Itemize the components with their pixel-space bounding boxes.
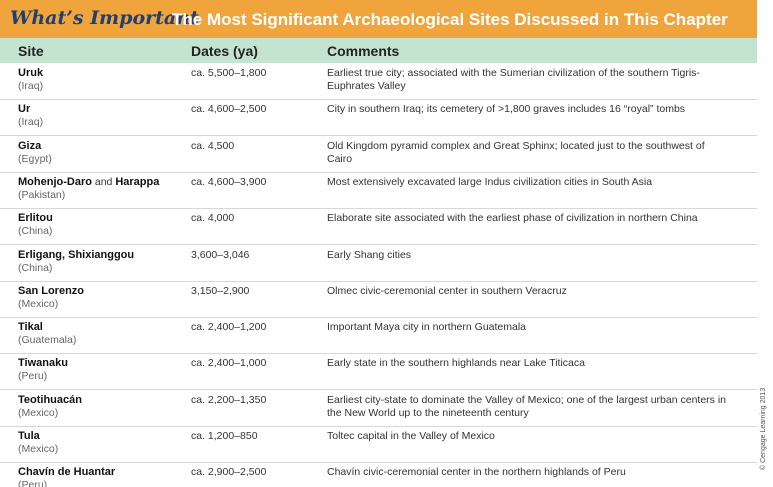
label: What’s Important [10, 7, 199, 29]
country: (Iraq) [18, 116, 44, 129]
col-dates: Dates (ya) [191, 43, 258, 59]
row: Tiwanaku (Peru) ca. 2,400–1,000 Early state… [0, 353, 757, 391]
row: Uruk (Iraq) ca. 5,500–1,800 Earliest true c… [0, 63, 757, 100]
country: (Mexico) [18, 443, 59, 455]
dates: ca. 4,500 [191, 139, 235, 152]
site-cell: Erlitou (China) [18, 212, 186, 238]
title-bar: What’s Important The Most Significant Ar… [0, 0, 757, 38]
site-cell: Giza (Egypt) [18, 140, 186, 166]
column-header: Site Dates (ya) Comments [0, 38, 757, 63]
site-cell: Ur (Iraq) [18, 103, 186, 129]
table-body: Uruk (Iraq) ca. 5,500–1,800 Earliest true c… [0, 63, 757, 487]
row: San Lorenzo (Mexico) 3,150–2,900 Olmec civi… [0, 281, 757, 318]
site-name: Ur [18, 103, 31, 116]
site-cell: Tula (Mexico) [18, 430, 186, 456]
comments: Most extensively excavated large Indus c… [327, 175, 653, 188]
dates: ca. 1,200–850 [191, 430, 258, 442]
site-cell: Tiwanaku (Peru) [18, 357, 186, 383]
site-name: Tikal [18, 321, 43, 334]
dates: ca. 2,400–1,200 [191, 321, 267, 334]
dates: 3,150–2,900 [191, 284, 250, 297]
row: Tula (Mexico) ca. 1,200–850 Toltec capital … [0, 426, 757, 463]
country: (Pakistan) [18, 188, 66, 201]
row: Mohenjo-Daro and Harappa (Pakistan) ca. 4… [0, 172, 757, 209]
row: Ur (Iraq) ca. 4,600–2,500 City in southern … [0, 99, 757, 137]
site-name: San Lorenzo [18, 284, 85, 297]
comments: Toltec capital in the Valley of Mexico [327, 430, 495, 442]
country: (Mexico) [18, 406, 59, 419]
site-name: Harappa [115, 175, 160, 188]
col-comments: Comments [327, 43, 400, 59]
dates: ca. 4,000 [191, 212, 235, 225]
dates: ca. 2,900–2,500 [191, 466, 267, 479]
site-cell: San Lorenzo (Mexico) [18, 285, 186, 311]
comments: Early state in the southern highlands ne… [327, 357, 585, 370]
site-name: Chavín de Huantar [18, 466, 116, 479]
joiner: and [94, 175, 113, 188]
site-name: Tiwanaku [18, 357, 68, 370]
site-name: Tula [18, 430, 40, 442]
country: (Guatemala) [18, 334, 77, 347]
comments: Olmec civic-ceremonial center in souther… [327, 284, 567, 297]
country: (Peru) [18, 370, 48, 383]
row: Chavín de Huantar (Peru) ca. 2,900–2,500 Ch… [0, 462, 757, 487]
country: (Mexico) [18, 297, 59, 310]
dates: ca. 4,600–2,500 [191, 103, 267, 116]
row: Giza (Egypt) ca. 4,500 Old Kingdom pyramid … [0, 136, 757, 173]
site-name: Erligang, Shixianggou [18, 248, 135, 261]
site-cell: Uruk (Iraq) [18, 67, 186, 93]
comments: Important Maya city in northern Guatemal… [327, 321, 527, 334]
title: The Most Significant Archaeological Site… [172, 10, 728, 29]
dates: ca. 2,200–1,350 [191, 393, 267, 406]
site-cell: Teotihuacán (Mexico) [18, 394, 186, 420]
site-name: Mohenjo-Daro [18, 175, 92, 188]
site-name: Teotihuacán [18, 393, 82, 406]
dates: ca. 4,600–3,900 [191, 175, 267, 188]
site-name: Giza [18, 139, 42, 152]
country: (China) [18, 225, 53, 238]
dates: ca. 5,500–1,800 [191, 67, 267, 79]
row: Teotihuacán (Mexico) ca. 2,200–1,350 Earlie… [0, 390, 757, 427]
col-site: Site [18, 43, 44, 59]
comments: City in southern Iraq; its cemetery of >… [327, 103, 686, 116]
country: (Egypt) [18, 152, 52, 165]
country: (Peru) [18, 479, 48, 487]
comments: Elaborate site associated with the earli… [327, 212, 698, 225]
dates: ca. 2,400–1,000 [191, 357, 267, 370]
row: Erlitou (China) ca. 4,000 Elaborate site as… [0, 208, 757, 246]
country: (Iraq) [18, 80, 44, 92]
site-cell: Chavín de Huantar (Peru) [18, 466, 186, 487]
site-cell: Erligang, Shixianggou (China) [18, 249, 186, 275]
row: Tikal (Guatemala) ca. 2,400–1,200 Important… [0, 317, 757, 355]
comments: Earliest city-state to dominate the Vall… [327, 393, 727, 419]
country: (China) [18, 261, 53, 274]
site-name: Erlitou [18, 212, 53, 225]
comments: Early Shang cities [327, 248, 412, 261]
row: Erligang, Shixianggou (China) 3,600–3,046 E… [0, 245, 757, 282]
dates: 3,600–3,046 [191, 248, 250, 261]
credit: © Cengage Learning 2013 [760, 387, 767, 470]
site-name: Uruk [18, 67, 44, 79]
comments: Earliest true city; associated with the … [327, 67, 700, 92]
site-cell: Tikal (Guatemala) [18, 321, 186, 347]
comments: Old Kingdom pyramid complex and Great Sp… [327, 139, 705, 165]
site-cell: Mohenjo-Daro and Harappa (Pakistan) [18, 176, 186, 202]
comments: Chavín civic-ceremonial center in the no… [327, 466, 626, 479]
